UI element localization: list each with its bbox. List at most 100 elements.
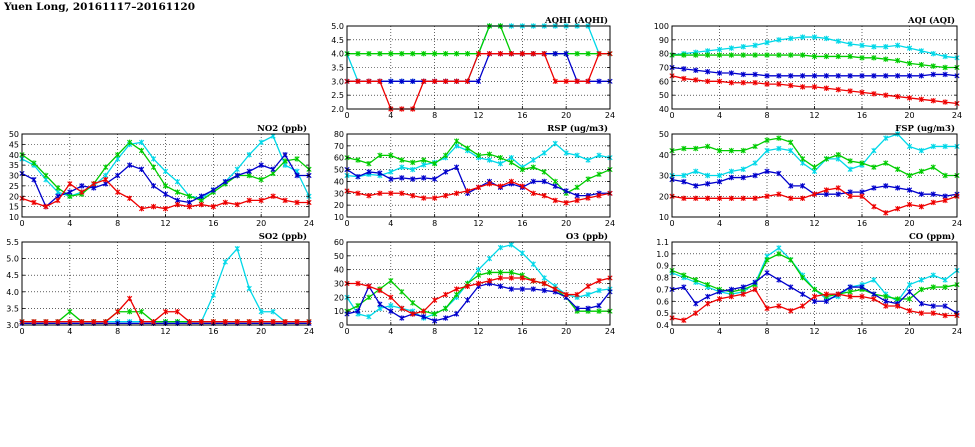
no2-point (79, 183, 85, 189)
x-tick-label: 16 (857, 111, 867, 120)
no2-point (162, 168, 169, 175)
x-tick-label: 24 (304, 327, 314, 336)
co-point (871, 277, 877, 283)
aqi-point (871, 44, 877, 50)
rsp-point (552, 140, 558, 147)
x-tick-label: 20 (561, 111, 571, 120)
y-tick-label: 15 (9, 203, 19, 212)
rsp-point (432, 160, 438, 167)
co-point (942, 312, 948, 319)
y-tick-label: 0 (339, 321, 344, 330)
fsp-point (883, 183, 889, 189)
x-tick-label: 0 (344, 111, 349, 120)
o3-point (508, 269, 514, 276)
fsp-point (705, 172, 711, 179)
rsp-point (541, 178, 547, 185)
co-point (716, 296, 723, 302)
fsp-point (681, 172, 687, 179)
no2-point (138, 166, 145, 172)
co-point (930, 303, 936, 309)
aqhi-point (585, 50, 591, 57)
aqi-point (883, 92, 889, 98)
aqhi-point (574, 50, 580, 57)
rsp-point (475, 152, 482, 159)
aqhi-point (421, 78, 427, 85)
rsp-series-red-line (346, 180, 611, 204)
y-tick-label: 0.5 (656, 309, 669, 318)
x-tick-label: 8 (432, 327, 437, 336)
y-tick-label: 80 (659, 50, 669, 59)
o3-point (443, 315, 449, 321)
aqi-point (847, 73, 853, 79)
co-chart: 0.4 0.5 0.6 0.7 0.8 0.9 1.0 1.1 0 4 8 12 16 20 24 CO (p… (656, 231, 962, 336)
aqi-point (823, 35, 829, 42)
aqhi-point (552, 50, 558, 57)
aqi-point (930, 71, 936, 78)
rsp-point (443, 192, 449, 199)
o3-point (519, 250, 525, 256)
y-tick-label: 10 (334, 307, 344, 316)
no2-point (246, 152, 252, 158)
so2-point (162, 309, 169, 315)
rsp-point (519, 166, 525, 173)
x-tick-label: 8 (764, 327, 769, 336)
aqi-point (776, 73, 782, 79)
rsp-point (497, 160, 504, 167)
aqi-point (895, 42, 901, 49)
y-tick-label: 100 (654, 22, 669, 31)
aqhi-point (399, 50, 405, 57)
rsp-point (388, 152, 394, 159)
no2-point (234, 172, 240, 179)
y-tick-label: 20 (334, 293, 344, 302)
y-tick-label: 2.0 (331, 105, 344, 114)
y-tick-label: 30 (334, 189, 344, 198)
aqhi-point (410, 50, 416, 57)
aqi-point (693, 52, 699, 58)
rsp-point (530, 190, 536, 196)
o3-point (530, 286, 536, 292)
x-tick-label: 16 (857, 219, 867, 228)
aqi-point (883, 44, 889, 50)
x-tick-label: 4 (717, 219, 722, 228)
co-point (883, 293, 889, 300)
aqi-point (740, 44, 746, 50)
o3-point (453, 291, 460, 298)
no2-point (258, 162, 264, 168)
aqhi-point (464, 50, 471, 57)
no2-point (150, 164, 157, 170)
x-tick-label: 20 (904, 111, 914, 120)
aqi-point (930, 98, 936, 104)
y-tick-label: 20 (334, 201, 344, 210)
so2-point (270, 309, 276, 315)
no2-point (282, 197, 288, 204)
y-tick-label: 1.0 (656, 250, 669, 259)
x-tick-label: 24 (605, 327, 615, 336)
aqhi-point (508, 50, 514, 57)
o3-point (530, 261, 536, 267)
o3-point (432, 311, 438, 317)
o3-point (399, 315, 405, 321)
fsp-point (942, 197, 948, 204)
aqhi-point (486, 50, 493, 57)
rsp-point (399, 157, 405, 163)
aqi-point (918, 73, 924, 79)
fsp-chart: 10 20 30 40 50 0 4 8 12 16 20 24 FSP (ug/m3) (659, 123, 962, 228)
o3-point (443, 291, 449, 298)
fsp-point (823, 156, 829, 162)
aqhi-point (453, 50, 460, 57)
aqi-point (871, 73, 877, 79)
rsp-point (541, 192, 547, 199)
rsp-point (508, 178, 514, 185)
so2-point (138, 318, 145, 325)
co-point (918, 310, 924, 316)
co-point (681, 317, 687, 323)
o3-point (432, 297, 438, 303)
rsp-point (563, 188, 569, 194)
aqhi-point (563, 78, 569, 85)
fsp-point (764, 137, 770, 143)
y-tick-label: 70 (334, 142, 344, 151)
fsp-point (752, 172, 758, 179)
fsp-point (693, 183, 699, 189)
rsp-point (486, 181, 493, 187)
y-tick-label: 60 (659, 77, 669, 86)
